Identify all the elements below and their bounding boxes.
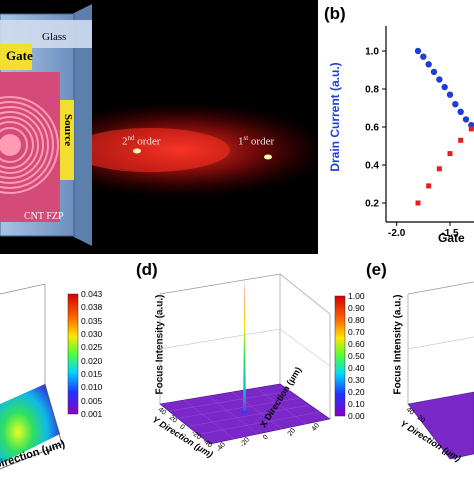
d-colorbar-tick: 0.20 xyxy=(348,387,365,397)
panel-b-chart: (b) Drain Current (a.u.) 1.0 0.8 0.6 0.4 0.2… xyxy=(318,0,474,254)
fzp-illustration xyxy=(0,4,318,246)
b-red-point xyxy=(426,183,432,189)
d-colorbar-tick: 0.30 xyxy=(348,375,365,385)
c-colorbar-tick: 0.043 xyxy=(81,289,103,299)
e-base-plane xyxy=(407,391,474,460)
c-colorbar-tick: 0.001 xyxy=(81,409,103,419)
b-blue-point xyxy=(462,116,470,123)
b-ytick-label: 0.2 xyxy=(365,199,379,210)
b-xlabel: Gate xyxy=(438,231,465,245)
panel-d-label: (d) xyxy=(136,260,158,279)
panel-a-illustration: Gate Glass Source CNT FZP 2nd order 1st … xyxy=(0,0,318,254)
c-colorbar-tick: 0.038 xyxy=(81,302,103,313)
b-red-point xyxy=(436,166,442,172)
gate-pad xyxy=(0,44,32,70)
b-blue-point xyxy=(430,68,438,76)
d-peak-base xyxy=(240,410,249,414)
e-frame xyxy=(407,281,474,404)
d-colorbar-tick: 0.80 xyxy=(348,315,365,325)
d-colorbar-tick: 0.40 xyxy=(348,363,365,373)
b-ytick-label: 0.4 xyxy=(365,161,379,172)
c-colorbar-tick: 0.020 xyxy=(81,355,103,366)
zone-plate xyxy=(0,72,60,222)
b-blue-point xyxy=(446,91,454,98)
beam-core xyxy=(70,128,230,172)
d-base-grid xyxy=(169,387,321,440)
c-colorbar-tick: 0.005 xyxy=(81,395,103,406)
surface-plot-c xyxy=(0,283,79,470)
surface-plot-d xyxy=(159,273,346,445)
b-blue-point xyxy=(420,53,427,60)
c-colorbar-tick: 0.030 xyxy=(81,329,103,339)
surface-plot-e xyxy=(407,281,474,460)
d-colorbar-tick: 0.00 xyxy=(348,411,365,421)
b-blue-point xyxy=(425,61,432,68)
c-colorbar xyxy=(67,293,79,415)
panel-b-label: (b) xyxy=(324,4,346,23)
d-colorbar-tick: 1.00 xyxy=(348,291,365,301)
c-colorbar-tick: 0.025 xyxy=(81,342,103,353)
d-frame xyxy=(159,273,331,419)
drain-current-chart: 1.0 0.8 0.6 0.4 0.2 -2.0 -1.5 xyxy=(365,26,474,239)
panel-c-plot: 0.043 0.038 0.035 0.030 0.025 0.020 0.015 0.010… xyxy=(0,254,130,474)
d-colorbar-tick: 0.70 xyxy=(348,327,365,337)
c-box-line xyxy=(0,283,46,384)
b-xtick-label: -2.0 xyxy=(388,228,406,239)
c-box-base xyxy=(0,383,63,470)
b-red-point xyxy=(447,151,453,157)
b-blue-point xyxy=(436,76,443,83)
b-red-point xyxy=(468,126,474,132)
b-blue-point xyxy=(452,101,459,108)
b-ytick-label: 1.0 xyxy=(365,47,379,58)
d-colorbar-tick: 0.90 xyxy=(348,303,365,313)
b-blue-point xyxy=(441,83,448,91)
d-colorbar-tick: 0.60 xyxy=(348,339,365,349)
b-red-point xyxy=(458,137,464,143)
glass-top xyxy=(0,20,92,48)
c-colorbar-tick: 0.035 xyxy=(81,315,103,326)
d-colorbar-tick: 0.50 xyxy=(348,351,365,361)
gate-label: Gate xyxy=(6,48,33,63)
c-colorbar-tick: 0.015 xyxy=(81,369,103,379)
panel-e-plot: (e) Focus Intensity (a.u.) 40 20 Y Direct… xyxy=(360,254,474,474)
source-label: Source xyxy=(62,114,74,147)
focus-1st-order xyxy=(264,154,272,160)
second-order-label: 2nd order xyxy=(122,134,161,148)
first-order-label: 1st order xyxy=(238,134,275,148)
b-ytick-label: 0.8 xyxy=(365,85,379,96)
c-surface xyxy=(0,384,60,464)
source-pad xyxy=(60,100,74,180)
glass-side xyxy=(72,4,92,246)
b-xtick-label: -1.5 xyxy=(441,228,459,239)
d-base-plane xyxy=(159,383,331,445)
cnt-fzp-label: CNT FZP xyxy=(24,211,64,222)
panel-e-label: (e) xyxy=(366,260,387,279)
b-blue-point xyxy=(414,47,422,55)
c-colorbar-tick: 0.010 xyxy=(81,382,103,393)
panel-d-plot: (d) Focus Intensity (a.u.) xyxy=(130,254,365,474)
d-focus-peak xyxy=(243,276,246,412)
b-red-point xyxy=(415,200,421,206)
b-blue-point xyxy=(457,108,464,116)
glass-label: Glass xyxy=(42,31,67,43)
d-colorbar xyxy=(334,295,346,417)
d-colorbar-tick: 0.10 xyxy=(348,399,365,409)
b-ytick-label: 0.6 xyxy=(365,123,379,134)
focus-2nd-order xyxy=(133,148,141,154)
